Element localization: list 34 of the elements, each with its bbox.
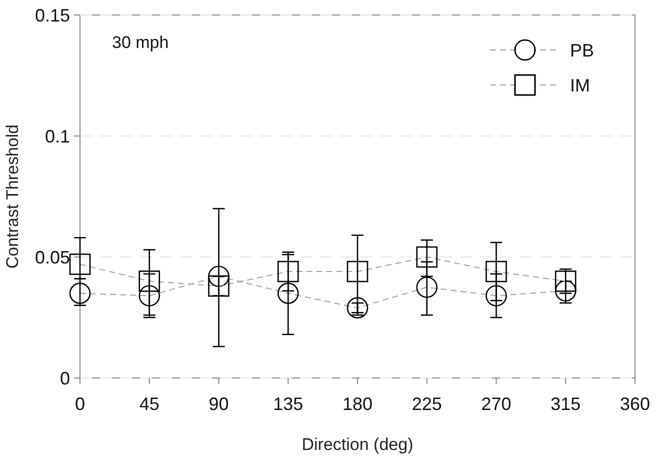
annotation: 30 mph [112, 33, 169, 52]
legend-label: PB [570, 40, 594, 60]
point [138, 270, 160, 292]
point [416, 276, 438, 298]
point [69, 282, 91, 304]
y-tick-label: 0.1 [44, 126, 70, 146]
point [69, 254, 91, 275]
x-tick-label: 90 [208, 394, 229, 414]
y-axis-title: Contrast Threshold [3, 124, 22, 269]
point [554, 280, 576, 302]
legend-label: IM [570, 75, 590, 96]
point [416, 246, 438, 268]
point [138, 285, 160, 306]
x-tick-label: 180 [342, 394, 373, 414]
point [208, 266, 230, 288]
point [277, 282, 299, 304]
y-tick-label: 0.15 [34, 5, 70, 26]
x-tick-label: 270 [481, 394, 512, 414]
x-tick-label: 315 [550, 394, 581, 414]
point [346, 297, 368, 318]
point [346, 260, 368, 282]
x-tick-label: 0 [74, 394, 86, 414]
x-axis-title: Direction (deg) [302, 435, 414, 454]
point [277, 260, 299, 282]
point [486, 260, 507, 282]
point [554, 270, 576, 292]
x-tick-label: 45 [139, 394, 160, 414]
x-tick-label: 225 [412, 394, 442, 414]
x-tick-label: 360 [620, 394, 650, 414]
y-tick-label: 0 [60, 368, 70, 388]
x-tick-label: 135 [273, 394, 304, 414]
y-tick-label: 0.05 [34, 247, 70, 268]
point [486, 285, 507, 306]
point [208, 275, 230, 297]
